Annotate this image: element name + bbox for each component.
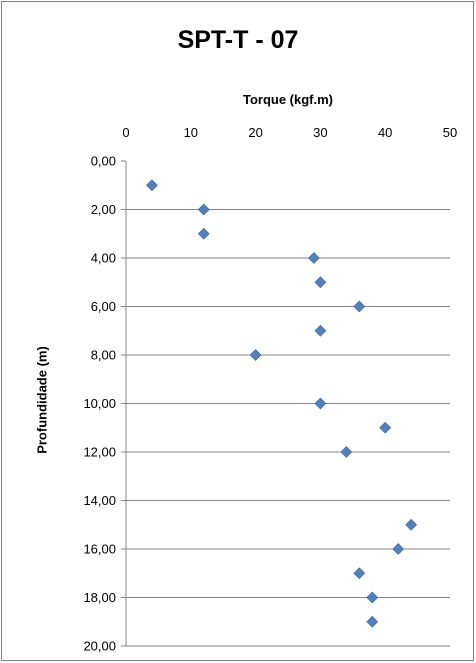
y-tick-labels: 0,00 2,00 4,00 6,00 8,00 10,00 12,00 14,00 16,00…	[83, 154, 116, 654]
x-tick-label-4: 40	[378, 125, 392, 140]
gridlines	[126, 209, 450, 647]
x-tick-label-0: 0	[122, 125, 129, 140]
data-point-8	[314, 397, 327, 410]
y-tick-label-6: 12,00	[83, 445, 116, 460]
data-point-11	[405, 518, 418, 531]
data-point-2	[197, 227, 210, 240]
data-point-1	[197, 203, 210, 216]
data-points	[145, 179, 418, 628]
y-tick-label-2: 4,00	[91, 251, 116, 266]
x-tick-labels: 0 10 20 30 40 50	[122, 125, 457, 140]
data-point-14	[366, 591, 379, 604]
data-point-13	[353, 567, 366, 580]
data-point-12	[392, 543, 405, 555]
chart-title: SPT-T - 07	[177, 26, 299, 54]
y-tick-label-1: 2,00	[91, 202, 116, 217]
y-tick-label-3: 6,00	[91, 299, 116, 314]
y-tick-label-8: 16,00	[83, 542, 116, 557]
data-point-3	[307, 252, 320, 264]
data-point-5	[353, 300, 366, 313]
y-tick-label-0: 0,00	[91, 154, 116, 169]
x-tick-label-3: 30	[313, 125, 327, 140]
data-point-0	[145, 179, 158, 192]
y-tick-label-10: 20,00	[83, 639, 116, 654]
x-axis-title: Torque (kgf.m)	[242, 92, 334, 107]
y-tick-label-4: 8,00	[91, 348, 116, 363]
data-point-9	[379, 421, 392, 434]
x-tick-label-1: 10	[184, 125, 198, 140]
data-point-4	[314, 276, 327, 289]
data-point-6	[314, 324, 327, 337]
data-point-15	[366, 615, 379, 628]
x-tick-label-2: 20	[248, 125, 262, 140]
data-point-10	[340, 446, 353, 458]
y-tick-label-9: 18,00	[83, 590, 116, 605]
x-tick-label-5: 50	[443, 125, 457, 140]
axes	[121, 160, 127, 647]
y-tick-label-5: 10,00	[83, 396, 116, 411]
data-point-7	[249, 349, 262, 361]
y-tick-label-7: 14,00	[83, 493, 116, 508]
